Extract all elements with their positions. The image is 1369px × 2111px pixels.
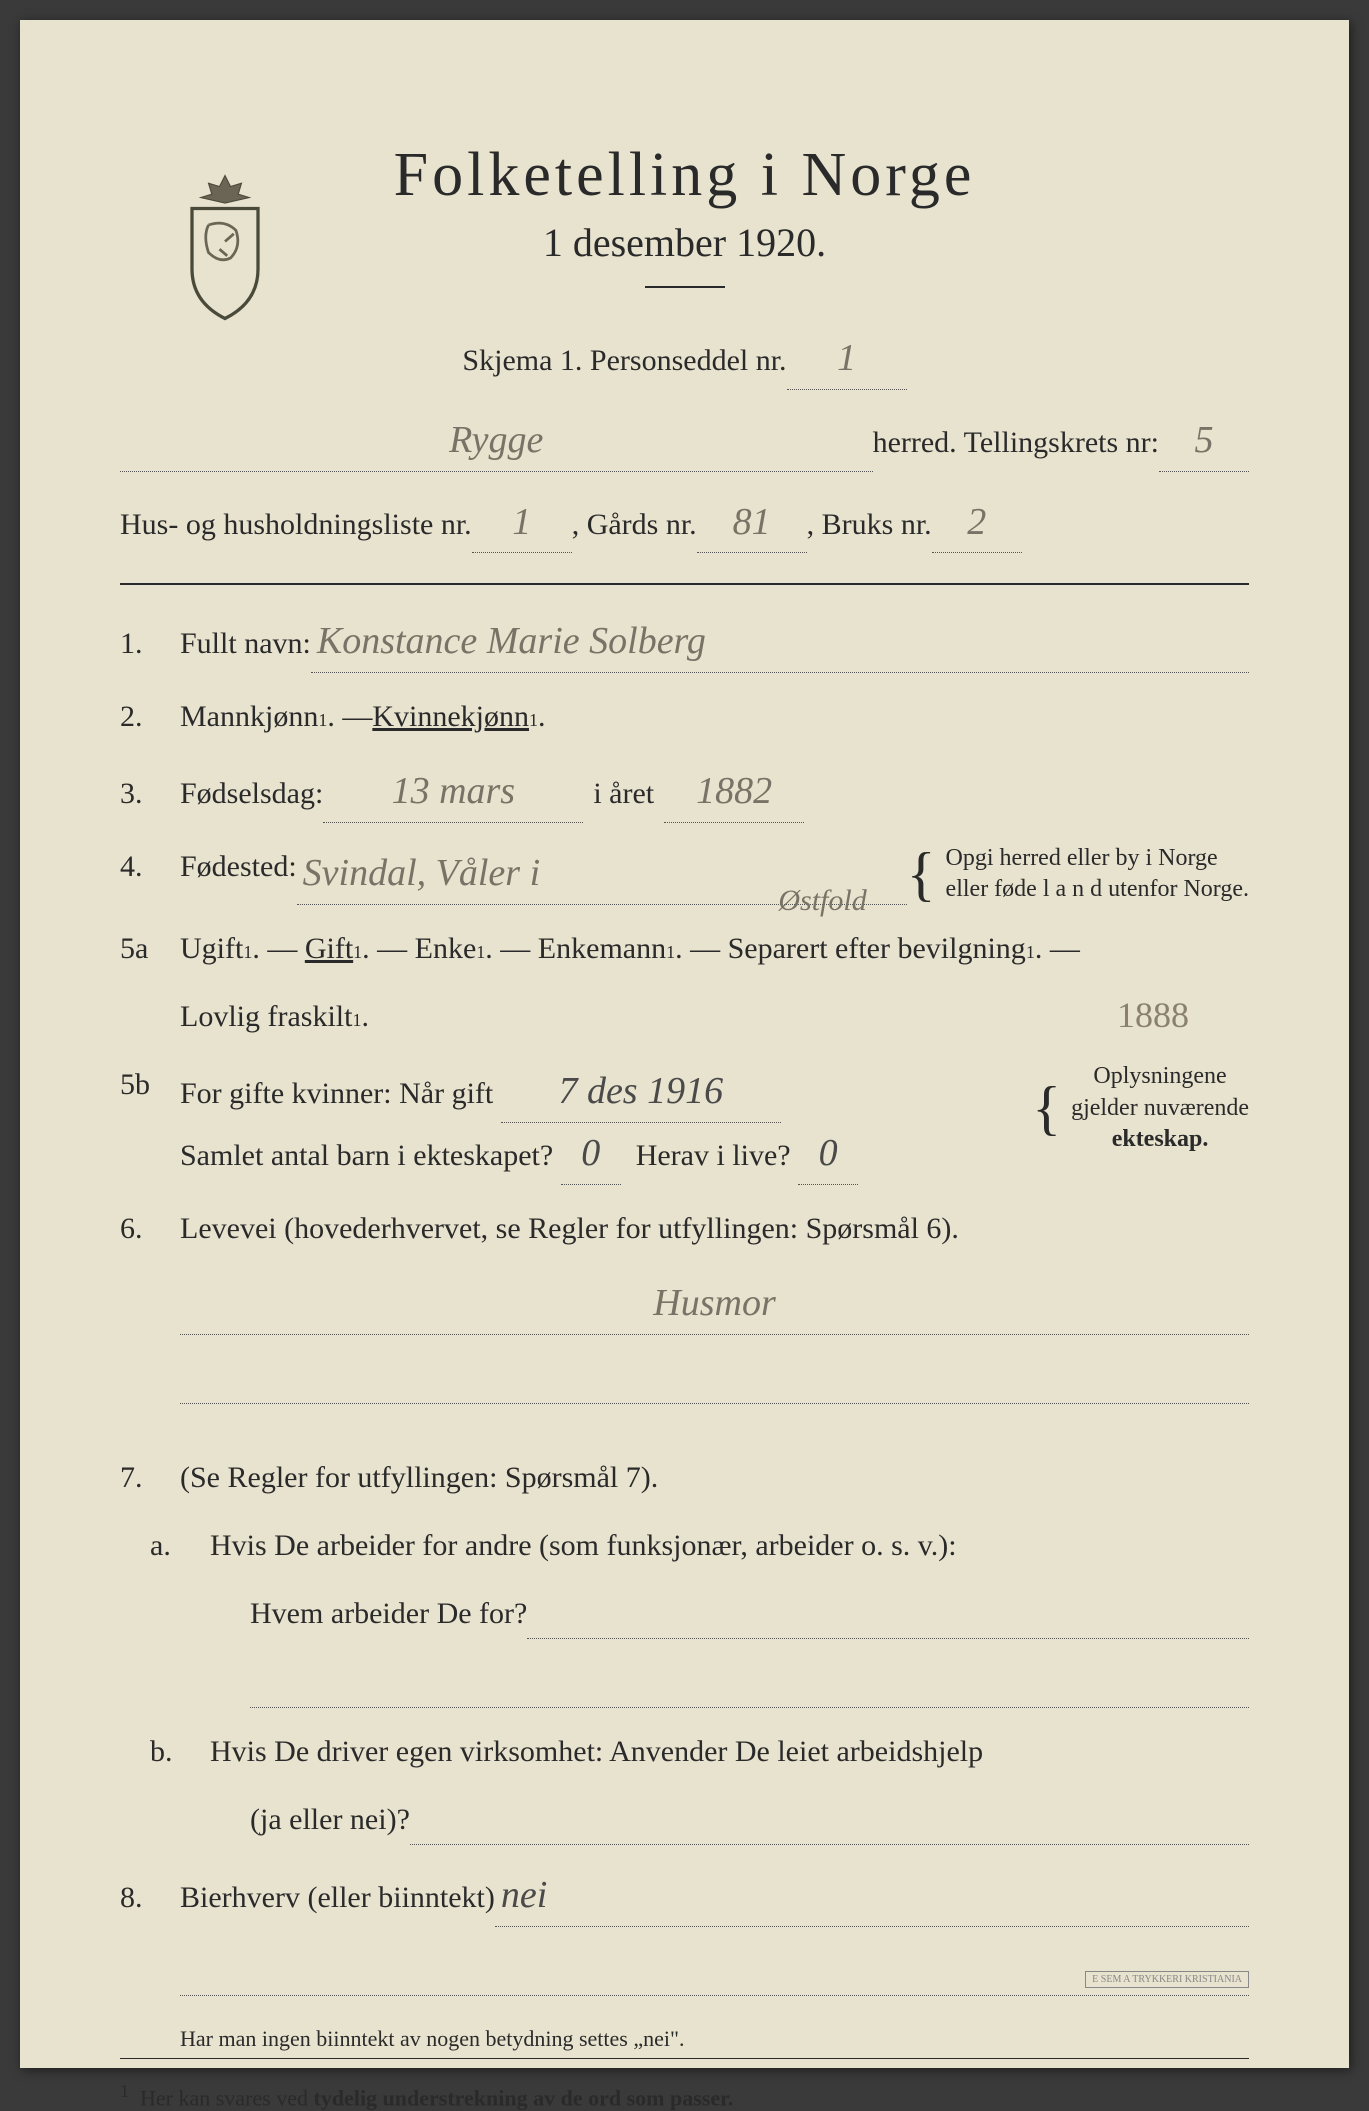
- census-form-page: Folketelling i Norge 1 desember 1920. Sk…: [20, 20, 1349, 2068]
- q7a-row2: Hvem arbeider De for?: [120, 1590, 1249, 1639]
- q6-row: 6. Levevei (hovederhvervet, se Regler fo…: [120, 1205, 1249, 1253]
- q1-row: 1. Fullt navn: Konstance Marie Solberg: [120, 611, 1249, 673]
- q7a-label2: Hvem arbeider De for?: [250, 1590, 527, 1638]
- q1-value: Konstance Marie Solberg: [311, 611, 1249, 673]
- tellingskrets-nr: 5: [1159, 410, 1249, 472]
- q5a-row: 5a Ugift1. — Gift1. — Enke1. — Enkemann1…: [120, 925, 1249, 973]
- q7a-row: a. Hvis De arbeider for andre (som funks…: [120, 1522, 1249, 1570]
- coat-of-arms-icon: [170, 170, 280, 330]
- herred-label: herred. Tellingskrets nr:: [873, 419, 1159, 467]
- annotation-1888: 1888: [1117, 987, 1189, 1045]
- bruks-nr: 2: [932, 492, 1022, 554]
- q7b-row2: (ja eller nei)?: [120, 1796, 1249, 1845]
- q8-num: 8.: [120, 1874, 180, 1922]
- q5a-num: 5a: [120, 925, 180, 973]
- husliste-label: Hus- og husholdningsliste nr.: [120, 501, 472, 549]
- brace-icon: {: [907, 859, 936, 889]
- q7b-label: Hvis De driver egen virksomhet: Anvender…: [210, 1728, 983, 1776]
- q8-row: 8. Bierhverv (eller biinntekt) nei: [120, 1865, 1249, 1927]
- q1-num: 1.: [120, 620, 180, 668]
- q5b-brace-note: { Oplysningene gjelder nuværende ekteska…: [1032, 1061, 1249, 1155]
- q8-blank: [120, 1947, 1249, 1996]
- q5a-separert: Separert efter bevilgning: [728, 925, 1026, 973]
- printer-stamp: E SEM A TRYKKERI KRISTIANIA: [1085, 1971, 1249, 1988]
- q6-num: 6.: [120, 1205, 180, 1253]
- q7b-row: b. Hvis De driver egen virksomhet: Anven…: [120, 1728, 1249, 1776]
- q3-num: 3.: [120, 770, 180, 818]
- q7a-label: Hvis De arbeider for andre (som funksjon…: [210, 1522, 957, 1570]
- blank-line: [250, 1659, 1249, 1708]
- husliste-nr: 1: [472, 492, 572, 554]
- q5b-row: 5b For gifte kvinner: Når gift 7 des 191…: [120, 1061, 1249, 1185]
- q5b-label: For gifte kvinner: Når gift: [180, 1077, 493, 1110]
- husliste-row: Hus- og husholdningsliste nr. 1 , Gårds …: [120, 492, 1249, 554]
- gards-label: , Gårds nr.: [572, 501, 697, 549]
- q5a-enke: Enke: [415, 925, 477, 973]
- q6-value: Husmor: [180, 1273, 1249, 1335]
- q7b-num: b.: [120, 1728, 210, 1776]
- q7a-num: a.: [120, 1522, 210, 1570]
- blank-line: [180, 1355, 1249, 1404]
- q3-year: 1882: [664, 761, 804, 823]
- q2-kvinne: Kvinnekjønn: [372, 693, 529, 741]
- q5b-value: 7 des 1916: [501, 1061, 781, 1123]
- q1-label: Fullt navn:: [180, 620, 311, 668]
- footnote-num: 1: [120, 2081, 129, 2101]
- gards-nr: 81: [697, 492, 807, 554]
- q5a-enkemann: Enkemann: [538, 925, 666, 973]
- q3-label: Fødselsdag:: [180, 770, 323, 818]
- q2-mann: Mannkjønn: [180, 693, 318, 741]
- q3-day: 13 mars: [323, 761, 583, 823]
- skjema-row: Skjema 1. Personseddel nr. 1: [120, 328, 1249, 390]
- q2-num: 2.: [120, 693, 180, 741]
- q3-row: 3. Fødselsdag: 13 mars i året 1882: [120, 761, 1249, 823]
- footnote-row: 1 Her kan svares ved tydelig understrekn…: [120, 2081, 1249, 2111]
- q7-label: (Se Regler for utfyllingen: Spørsmål 7).: [180, 1454, 658, 1502]
- q7b-label2: (ja eller nei)?: [250, 1796, 410, 1844]
- q4-num: 4.: [120, 843, 180, 891]
- q8-value: nei: [495, 1865, 1249, 1927]
- herred-row: Rygge herred. Tellingskrets nr: 5: [120, 410, 1249, 472]
- footnote-text: Her kan svares ved tydelig understreknin…: [140, 2085, 733, 2110]
- q5b-value3: 0: [798, 1123, 858, 1185]
- q5a-fraskilt: Lovlig fraskilt: [180, 993, 352, 1041]
- q7a-blank: [527, 1590, 1249, 1639]
- q7-num: 7.: [120, 1454, 180, 1502]
- q4-brace-note: { Opgi herred eller by i Norge eller fød…: [907, 843, 1249, 905]
- q5b-label2: Samlet antal barn i ekteskapet?: [180, 1139, 553, 1172]
- q6-blank: [120, 1355, 1249, 1404]
- q5b-num: 5b: [120, 1061, 180, 1109]
- bruks-label: , Bruks nr.: [807, 501, 932, 549]
- q4-value2: Østfold: [778, 877, 866, 925]
- q6-label: Levevei (hovederhvervet, se Regler for u…: [180, 1205, 959, 1253]
- q7b-blank: [410, 1796, 1249, 1845]
- page-subtitle: 1 desember 1920.: [120, 219, 1249, 266]
- q8-label: Bierhverv (eller biinntekt): [180, 1874, 495, 1922]
- q3-mid: i året: [593, 770, 654, 818]
- q5b-label3: Herav i live?: [636, 1139, 791, 1172]
- q5a-gift: Gift: [305, 925, 353, 973]
- section-divider-1: [120, 583, 1249, 585]
- skjema-label: Skjema 1. Personseddel nr.: [462, 337, 786, 385]
- q6-value-row: Husmor: [120, 1273, 1249, 1335]
- q5b-value2: 0: [561, 1123, 621, 1185]
- q4-row: 4. Fødested: Svindal, Våler i Østfold { …: [120, 843, 1249, 905]
- q4-label: Fødested:: [180, 843, 297, 891]
- herred-value: Rygge: [120, 410, 873, 472]
- q7a-blank: [120, 1659, 1249, 1708]
- title-divider: [645, 286, 725, 288]
- brace-icon-2: {: [1032, 1093, 1061, 1123]
- q7-row: 7. (Se Regler for utfyllingen: Spørsmål …: [120, 1454, 1249, 1502]
- personseddel-nr: 1: [787, 328, 907, 390]
- q5a-row2: Lovlig fraskilt1. 1888: [120, 993, 1249, 1041]
- page-title: Folketelling i Norge: [120, 140, 1249, 211]
- footnote-divider: [120, 2058, 1249, 2059]
- q2-row: 2. Mannkjønn1. — Kvinnekjønn1.: [120, 693, 1249, 741]
- q5a-ugift: Ugift: [180, 925, 243, 973]
